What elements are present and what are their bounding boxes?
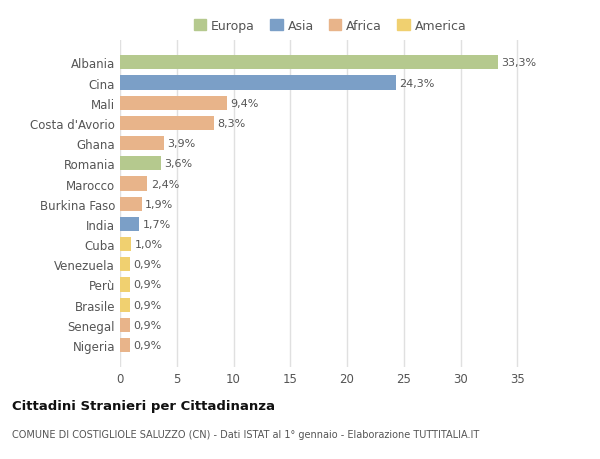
Bar (120, 117, 214, 131)
Text: 3,9%: 3,9% (167, 139, 196, 149)
Text: COMUNE DI COSTIGLIOLE SALUZZO (CN) - Dati ISTAT al 1° gennaio - Elaborazione TUT: COMUNE DI COSTIGLIOLE SALUZZO (CN) - Dat… (12, 429, 479, 439)
Text: 0,9%: 0,9% (134, 280, 162, 290)
Bar (120, 76, 396, 90)
Bar (120, 218, 139, 231)
Text: 8,3%: 8,3% (218, 118, 246, 129)
Text: 1,0%: 1,0% (135, 240, 163, 250)
Bar (120, 96, 227, 111)
Text: 9,4%: 9,4% (230, 99, 259, 108)
Text: 2,4%: 2,4% (151, 179, 179, 189)
Bar (120, 197, 142, 211)
Text: 33,3%: 33,3% (502, 58, 536, 68)
Bar (120, 177, 147, 191)
Bar (120, 56, 498, 70)
Text: 0,9%: 0,9% (134, 260, 162, 270)
Legend: Europa, Asia, Africa, America: Europa, Asia, Africa, America (188, 15, 472, 38)
Bar (120, 298, 130, 312)
Bar (120, 318, 130, 332)
Bar (120, 137, 164, 151)
Bar (120, 338, 130, 353)
Text: Cittadini Stranieri per Cittadinanza: Cittadini Stranieri per Cittadinanza (12, 399, 275, 412)
Text: 1,9%: 1,9% (145, 199, 173, 209)
Text: 1,7%: 1,7% (143, 219, 171, 230)
Text: 24,3%: 24,3% (399, 78, 434, 88)
Text: 0,9%: 0,9% (134, 340, 162, 350)
Bar (120, 237, 131, 252)
Bar (120, 257, 130, 272)
Text: 0,9%: 0,9% (134, 300, 162, 310)
Bar (120, 278, 130, 292)
Bar (120, 157, 161, 171)
Text: 3,6%: 3,6% (164, 159, 193, 169)
Text: 0,9%: 0,9% (134, 320, 162, 330)
